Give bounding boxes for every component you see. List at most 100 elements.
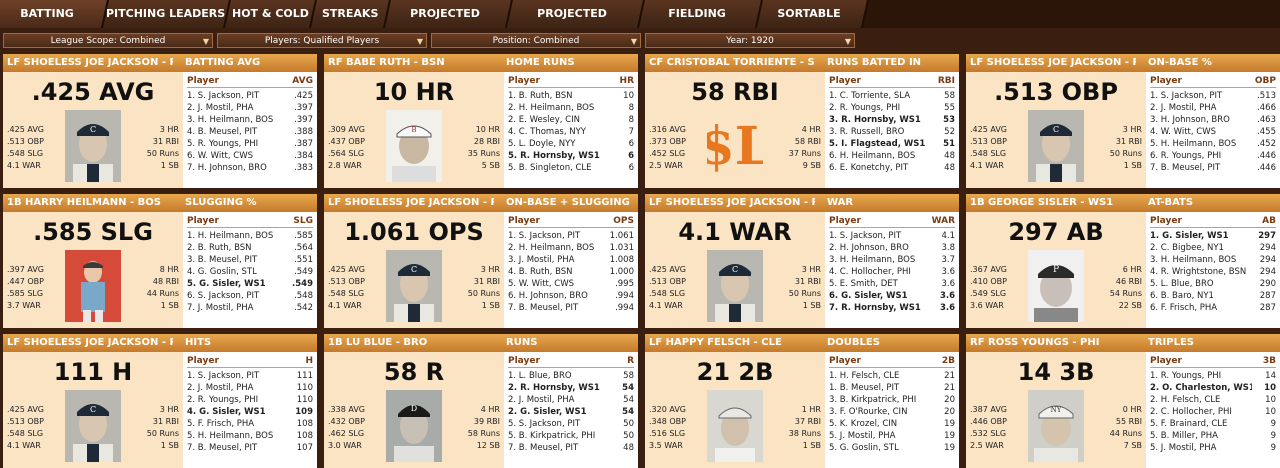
player-rate-stats: .309 AVG .437 OBP .564 SLG 2.8 WAR xyxy=(328,124,365,172)
stat-rbi: 39 RBI xyxy=(473,417,500,426)
leader-name: 5. B. Singleton, CLE xyxy=(508,163,592,173)
leader-value: .466 xyxy=(1257,103,1276,113)
leader-value: .585 xyxy=(294,231,313,241)
stat-war: 3.5 WAR xyxy=(649,441,683,450)
leaderboard-row[interactable]: 5. G. Sisler, WS1 .549 xyxy=(187,278,313,290)
leader-value: 52 xyxy=(944,127,955,137)
featured-player-name[interactable]: LF SHOELESS JOE JACKSON - PIT xyxy=(649,197,815,208)
leader-name: 1. S. Jackson, PIT xyxy=(187,91,260,101)
leader-name: 5. R. Youngs, PHI xyxy=(187,139,259,149)
featured-player-name[interactable]: CF CRISTOBAL TORRIENTE - SLA xyxy=(649,57,815,68)
leader-name: 1. R. Youngs, PHI xyxy=(1150,371,1222,381)
leader-card[interactable]: 1B LU BLUE - BRO RUNS 58 R .338 AVG .432… xyxy=(324,334,638,468)
leader-value: 51 xyxy=(943,139,955,149)
stat-slg: .532 SLG xyxy=(970,429,1007,438)
stat-category: BATTING AVG xyxy=(185,57,261,68)
stat-category: RUNS BATTED IN xyxy=(827,57,922,68)
leaderboard-row[interactable]: 7. R. Hornsby, WS1 3.6 xyxy=(829,302,955,314)
leaderboard-row[interactable]: 2. O. Charleston, WS1 10 xyxy=(1150,382,1276,394)
stat-runs: 37 Runs xyxy=(788,149,821,158)
stat-slg: .462 SLG xyxy=(328,429,365,438)
leaderboard-row[interactable]: 3. R. Hornsby, WS1 53 xyxy=(829,114,955,126)
leaderboard-row: 7. B. Meusel, PIT .994 xyxy=(508,302,634,314)
leader-card[interactable]: 1B GEORGE SISLER - WS1 AT-BATS 297 AB .3… xyxy=(966,194,1280,328)
tab-projected-pitching[interactable]: PROJECTED PITCHING xyxy=(507,0,645,48)
card-header: LF SHOELESS JOE JACKSON - PIT HITS xyxy=(3,334,317,352)
tab-pitching-leaders[interactable]: PITCHING LEADERS xyxy=(103,0,231,28)
tab-batting-leaders[interactable]: BATTING LEADERS xyxy=(0,0,109,48)
leaderboard-row: 5. E. Smith, DET 3.6 xyxy=(829,278,955,290)
leader-card[interactable]: LF SHOELESS JOE JACKSON - PIT BATTING AV… xyxy=(3,54,317,188)
leaderboard-row[interactable]: 5. R. Hornsby, WS1 6 xyxy=(508,150,634,162)
leader-card[interactable]: LF HAPPY FELSCH - CLE DOUBLES 21 2B .320… xyxy=(645,334,959,468)
featured-player-name[interactable]: LF SHOELESS JOE JACKSON - PIT xyxy=(7,337,173,348)
card-header: RF ROSS YOUNGS - PHI TRIPLES xyxy=(966,334,1280,352)
stat-runs: 50 Runs xyxy=(146,149,179,158)
tab-hot-cold[interactable]: HOT & COLD xyxy=(225,0,317,28)
svg-text:C: C xyxy=(90,405,96,414)
leader-name: 2. J. Mostil, PHA xyxy=(508,395,575,405)
svg-text:P: P xyxy=(1053,265,1059,275)
stat-category: HITS xyxy=(185,337,212,348)
player-rate-stats: .425 AVG .513 OBP .548 SLG 4.1 WAR xyxy=(7,404,44,452)
leaderboard-row: 1. B. Meusel, PIT 21 xyxy=(829,382,955,394)
leaderboard-row: 6. S. Jackson, PIT .548 xyxy=(187,290,313,302)
league-scope-dropdown[interactable]: League Scope: Combined ▼ xyxy=(3,33,213,48)
stat-runs: 54 Runs xyxy=(1109,289,1142,298)
leaderboard-list: Player AB 1. G. Sisler, WS1 297 2. C. Bigbe… xyxy=(1146,212,1280,328)
players-dropdown[interactable]: Players: Qualified Players ▼ xyxy=(217,33,427,48)
leaderboard-row[interactable]: 6. G. Sisler, WS1 3.6 xyxy=(829,290,955,302)
leader-value: 19 xyxy=(944,419,955,429)
leaderboard-row[interactable]: 5. I. Flagstead, WS1 51 xyxy=(829,138,955,150)
featured-player-name[interactable]: RF BABE RUTH - BSN xyxy=(328,57,445,68)
player-column-header: Player xyxy=(829,356,861,366)
tab-streaks[interactable]: STREAKS xyxy=(311,0,391,28)
leader-card[interactable]: LF SHOELESS JOE JACKSON - PIT ON-BASE % … xyxy=(966,54,1280,188)
leader-card[interactable]: LF SHOELESS JOE JACKSON - PIT WAR 4.1 WA… xyxy=(645,194,959,328)
leader-name: 3. H. Heilmann, BOS xyxy=(829,255,916,265)
leader-card[interactable]: RF BABE RUTH - BSN HOME RUNS 10 HR .309 … xyxy=(324,54,638,188)
position-dropdown[interactable]: Position: Combined ▼ xyxy=(431,33,641,48)
featured-player-name[interactable]: 1B LU BLUE - BRO xyxy=(328,337,428,348)
leaderboard-row: 6. W. Witt, CWS .384 xyxy=(187,150,313,162)
svg-text:NY: NY xyxy=(1051,406,1062,414)
featured-player-name[interactable]: LF SHOELESS JOE JACKSON - PIT xyxy=(7,57,173,68)
featured-player-name[interactable]: LF SHOELESS JOE JACKSON - PIT xyxy=(970,57,1136,68)
featured-player-name[interactable]: RF ROSS YOUNGS - PHI xyxy=(970,337,1100,348)
leader-value: .463 xyxy=(1257,115,1276,125)
leaderboard-row[interactable]: 4. G. Sisler, WS1 109 xyxy=(187,406,313,418)
year-dropdown[interactable]: Year: 1920 ▼ xyxy=(645,33,855,48)
leader-value: 54 xyxy=(623,395,634,405)
leader-value: 10 xyxy=(1264,383,1276,393)
stat-avg: .316 AVG xyxy=(649,125,686,134)
player-count-stats: 3 HR 31 RBI 50 Runs 1 SB xyxy=(789,264,821,312)
leader-name: 3. H. Heilmann, BOS xyxy=(187,115,274,125)
tab-sortable-stats[interactable]: SORTABLE STATS xyxy=(757,0,869,48)
stat-hr: 3 HR xyxy=(159,405,179,414)
featured-player-name[interactable]: 1B GEORGE SISLER - WS1 xyxy=(970,197,1114,208)
leaderboard-row: 3. R. Russell, BRO 52 xyxy=(829,126,955,138)
stat-column-header: OBP xyxy=(1254,76,1276,86)
leader-value: 9 xyxy=(1270,443,1276,453)
tab-fielding-leaders[interactable]: FIELDING LEADERS xyxy=(639,0,763,48)
stat-hr: 4 HR xyxy=(801,125,821,134)
leader-card[interactable]: RF ROSS YOUNGS - PHI TRIPLES 14 3B .387 … xyxy=(966,334,1280,468)
leaderboard-row: 6. F. Frisch, PHA 287 xyxy=(1150,302,1276,314)
featured-player-name[interactable]: LF HAPPY FELSCH - CLE xyxy=(649,337,782,348)
stat-war: 3.7 WAR xyxy=(7,301,41,310)
leader-card[interactable]: LF SHOELESS JOE JACKSON - PIT ON-BASE + … xyxy=(324,194,638,328)
stat-category: DOUBLES xyxy=(827,337,880,348)
leader-value: 21 xyxy=(944,371,955,381)
leader-card[interactable]: 1B HARRY HEILMANN - BOS SLUGGING % .585 … xyxy=(3,194,317,328)
featured-player-name[interactable]: 1B HARRY HEILMANN - BOS xyxy=(7,197,161,208)
leaderboard-row: 4. R. Wrightstone, BSN 294 xyxy=(1150,266,1276,278)
leader-card[interactable]: CF CRISTOBAL TORRIENTE - SLA RUNS BATTED… xyxy=(645,54,959,188)
leader-card[interactable]: LF SHOELESS JOE JACKSON - PIT HITS 111 H… xyxy=(3,334,317,468)
tab-projected-batting[interactable]: PROJECTED BATTING xyxy=(385,0,513,48)
stat-avg: .338 AVG xyxy=(328,405,365,414)
featured-player-name[interactable]: LF SHOELESS JOE JACKSON - PIT xyxy=(328,197,494,208)
leaderboard-row[interactable]: 2. R. Hornsby, WS1 54 xyxy=(508,382,634,394)
leaderboard-row[interactable]: 1. G. Sisler, WS1 297 xyxy=(1150,230,1276,242)
stat-rbi: 28 RBI xyxy=(473,137,500,146)
leaderboard-row[interactable]: 2. G. Sisler, WS1 54 xyxy=(508,406,634,418)
